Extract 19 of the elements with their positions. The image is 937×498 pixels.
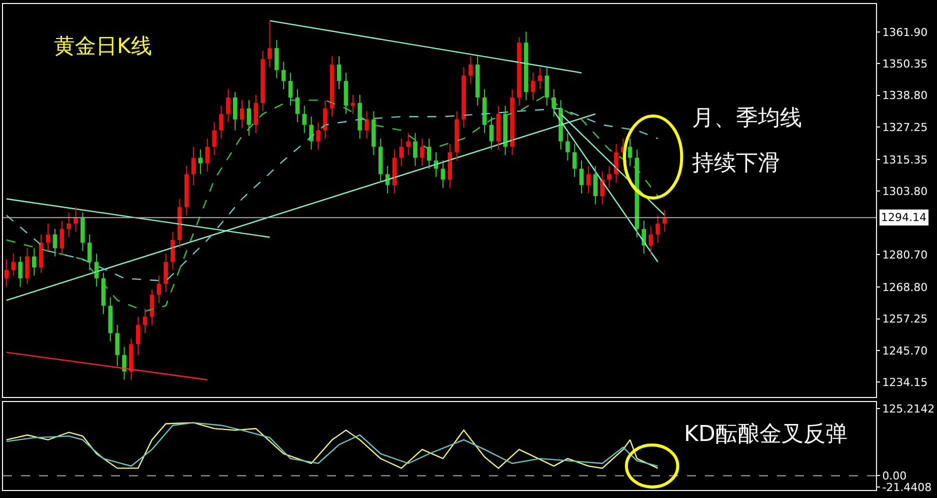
y-tick-label: 125.2142 bbox=[882, 402, 935, 416]
y-tick-label: 1234.15 bbox=[882, 376, 928, 389]
y-tick-label: 1257.25 bbox=[882, 312, 928, 326]
y-tick-label: 1361.90 bbox=[882, 26, 928, 39]
y-tick-label: 1327.25 bbox=[882, 120, 928, 134]
annotation: KD酝酿金叉反弹 bbox=[684, 422, 848, 447]
y-tick-label: 1268.80 bbox=[882, 280, 928, 294]
annotation: 持续下滑 bbox=[692, 151, 780, 176]
y-tick-label: 1338.80 bbox=[882, 89, 928, 102]
text: 黄金日K线 bbox=[54, 34, 152, 58]
y-tick-label: 1245.70 bbox=[882, 344, 928, 358]
y-tick-label: 1315.35 bbox=[882, 153, 928, 166]
y-tick-label: 1303.80 bbox=[882, 185, 928, 198]
y-tick-label: 1280.70 bbox=[882, 248, 928, 262]
annotation: 月、季均线 bbox=[692, 106, 802, 131]
y-tick-label: 0.00 bbox=[882, 470, 907, 483]
ref-line-label: 1294.14 bbox=[881, 211, 926, 224]
y-tick-label: 1350.35 bbox=[882, 57, 928, 70]
y-tick-label: -21.4408 bbox=[882, 481, 932, 494]
